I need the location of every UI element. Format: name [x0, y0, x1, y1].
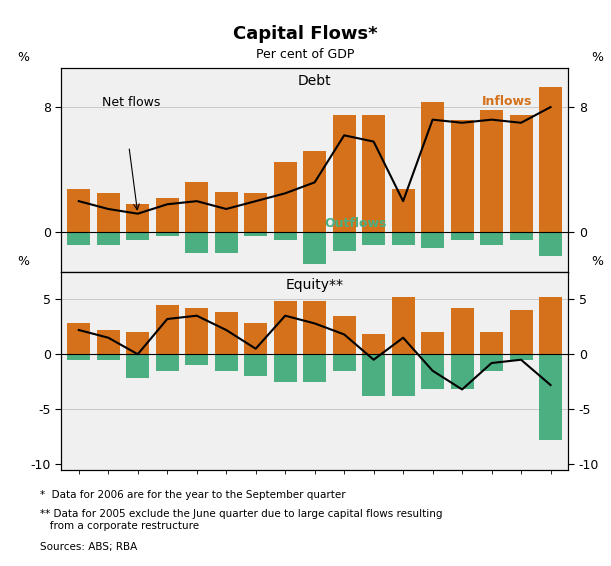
Bar	[539, 297, 562, 354]
Bar	[214, 233, 238, 253]
Bar	[539, 87, 562, 233]
Bar	[392, 297, 415, 354]
Bar	[156, 354, 179, 371]
Bar	[303, 233, 326, 264]
Text: Per cent of GDP: Per cent of GDP	[256, 48, 355, 61]
Bar	[126, 332, 149, 354]
Bar	[421, 102, 444, 233]
Bar	[97, 330, 120, 354]
Bar	[510, 233, 533, 241]
Bar	[480, 233, 503, 245]
Bar	[510, 354, 533, 360]
Bar	[392, 188, 415, 233]
Bar	[126, 204, 149, 233]
Bar	[539, 233, 562, 256]
Bar	[510, 115, 533, 233]
Bar	[392, 233, 415, 245]
Bar	[539, 354, 562, 440]
Bar	[303, 354, 326, 381]
Text: Capital Flows*: Capital Flows*	[233, 25, 378, 44]
Bar	[480, 354, 503, 371]
Bar	[274, 233, 297, 241]
Bar	[67, 188, 90, 233]
Bar	[185, 233, 208, 253]
Bar	[126, 233, 149, 241]
Bar	[362, 233, 385, 245]
Text: ** Data for 2005 exclude the June quarter due to large capital flows resulting
 : ** Data for 2005 exclude the June quarte…	[40, 509, 442, 531]
Bar	[274, 354, 297, 381]
Bar	[303, 151, 326, 233]
Bar	[332, 316, 356, 354]
Bar	[244, 354, 267, 376]
Text: %: %	[591, 255, 604, 268]
Text: Sources: ABS; RBA: Sources: ABS; RBA	[40, 542, 137, 552]
Bar	[362, 115, 385, 233]
Bar	[214, 354, 238, 371]
Bar	[450, 119, 474, 233]
Bar	[214, 192, 238, 233]
Bar	[185, 354, 208, 365]
Bar	[392, 354, 415, 396]
Bar	[421, 354, 444, 389]
Bar	[480, 110, 503, 233]
Bar	[67, 354, 90, 360]
Bar	[450, 308, 474, 354]
Bar	[362, 335, 385, 354]
Bar	[510, 310, 533, 354]
Text: Debt: Debt	[298, 74, 332, 88]
Bar	[303, 302, 326, 354]
Text: Equity**: Equity**	[286, 278, 343, 291]
Bar	[214, 312, 238, 354]
Text: *  Data for 2006 are for the year to the September quarter: * Data for 2006 are for the year to the …	[40, 490, 345, 500]
Text: %: %	[17, 51, 29, 64]
Bar	[244, 323, 267, 354]
Text: %: %	[591, 51, 604, 64]
Bar	[332, 115, 356, 233]
Text: Outflows: Outflows	[325, 217, 387, 230]
Bar	[97, 194, 120, 233]
Bar	[126, 354, 149, 379]
Bar	[244, 233, 267, 235]
Bar	[97, 354, 120, 360]
Bar	[244, 194, 267, 233]
Bar	[156, 198, 179, 233]
Text: %: %	[17, 255, 29, 268]
Bar	[67, 233, 90, 245]
Bar	[185, 182, 208, 233]
Bar	[421, 332, 444, 354]
Bar	[362, 354, 385, 396]
Bar	[450, 354, 474, 389]
Bar	[156, 305, 179, 354]
Bar	[97, 233, 120, 245]
Bar	[421, 233, 444, 248]
Bar	[274, 162, 297, 233]
Bar	[480, 332, 503, 354]
Bar	[274, 302, 297, 354]
Bar	[67, 323, 90, 354]
Text: Net flows: Net flows	[101, 96, 160, 109]
Bar	[156, 233, 179, 235]
Bar	[450, 233, 474, 241]
Bar	[185, 308, 208, 354]
Text: Inflows: Inflows	[482, 95, 532, 108]
Bar	[332, 233, 356, 251]
Bar	[332, 354, 356, 371]
